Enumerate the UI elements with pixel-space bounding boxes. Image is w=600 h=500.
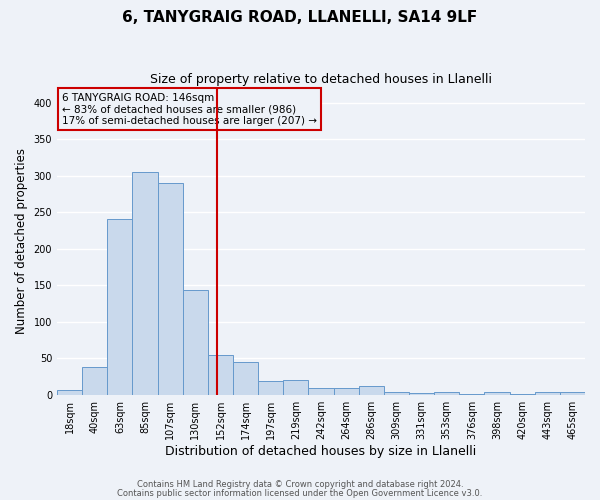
Bar xyxy=(283,380,308,394)
X-axis label: Distribution of detached houses by size in Llanelli: Distribution of detached houses by size … xyxy=(166,444,476,458)
Y-axis label: Number of detached properties: Number of detached properties xyxy=(15,148,28,334)
Text: Contains HM Land Registry data © Crown copyright and database right 2024.: Contains HM Land Registry data © Crown c… xyxy=(137,480,463,489)
Bar xyxy=(133,172,158,394)
Bar xyxy=(359,386,384,394)
Bar xyxy=(308,388,334,394)
Bar xyxy=(334,388,359,394)
Text: 6, TANYGRAIG ROAD, LLANELLI, SA14 9LF: 6, TANYGRAIG ROAD, LLANELLI, SA14 9LF xyxy=(122,10,478,25)
Bar xyxy=(258,381,283,394)
Bar xyxy=(82,367,107,394)
Bar xyxy=(57,390,82,394)
Bar xyxy=(107,220,133,394)
Bar xyxy=(384,392,409,394)
Bar xyxy=(158,183,183,394)
Bar xyxy=(183,290,208,395)
Bar xyxy=(434,392,459,394)
Bar xyxy=(409,392,434,394)
Bar xyxy=(484,392,509,394)
Text: 6 TANYGRAIG ROAD: 146sqm
← 83% of detached houses are smaller (986)
17% of semi-: 6 TANYGRAIG ROAD: 146sqm ← 83% of detach… xyxy=(62,92,317,126)
Bar xyxy=(560,392,585,394)
Bar xyxy=(208,354,233,395)
Title: Size of property relative to detached houses in Llanelli: Size of property relative to detached ho… xyxy=(150,72,492,86)
Bar xyxy=(535,392,560,394)
Text: Contains public sector information licensed under the Open Government Licence v3: Contains public sector information licen… xyxy=(118,489,482,498)
Bar xyxy=(233,362,258,394)
